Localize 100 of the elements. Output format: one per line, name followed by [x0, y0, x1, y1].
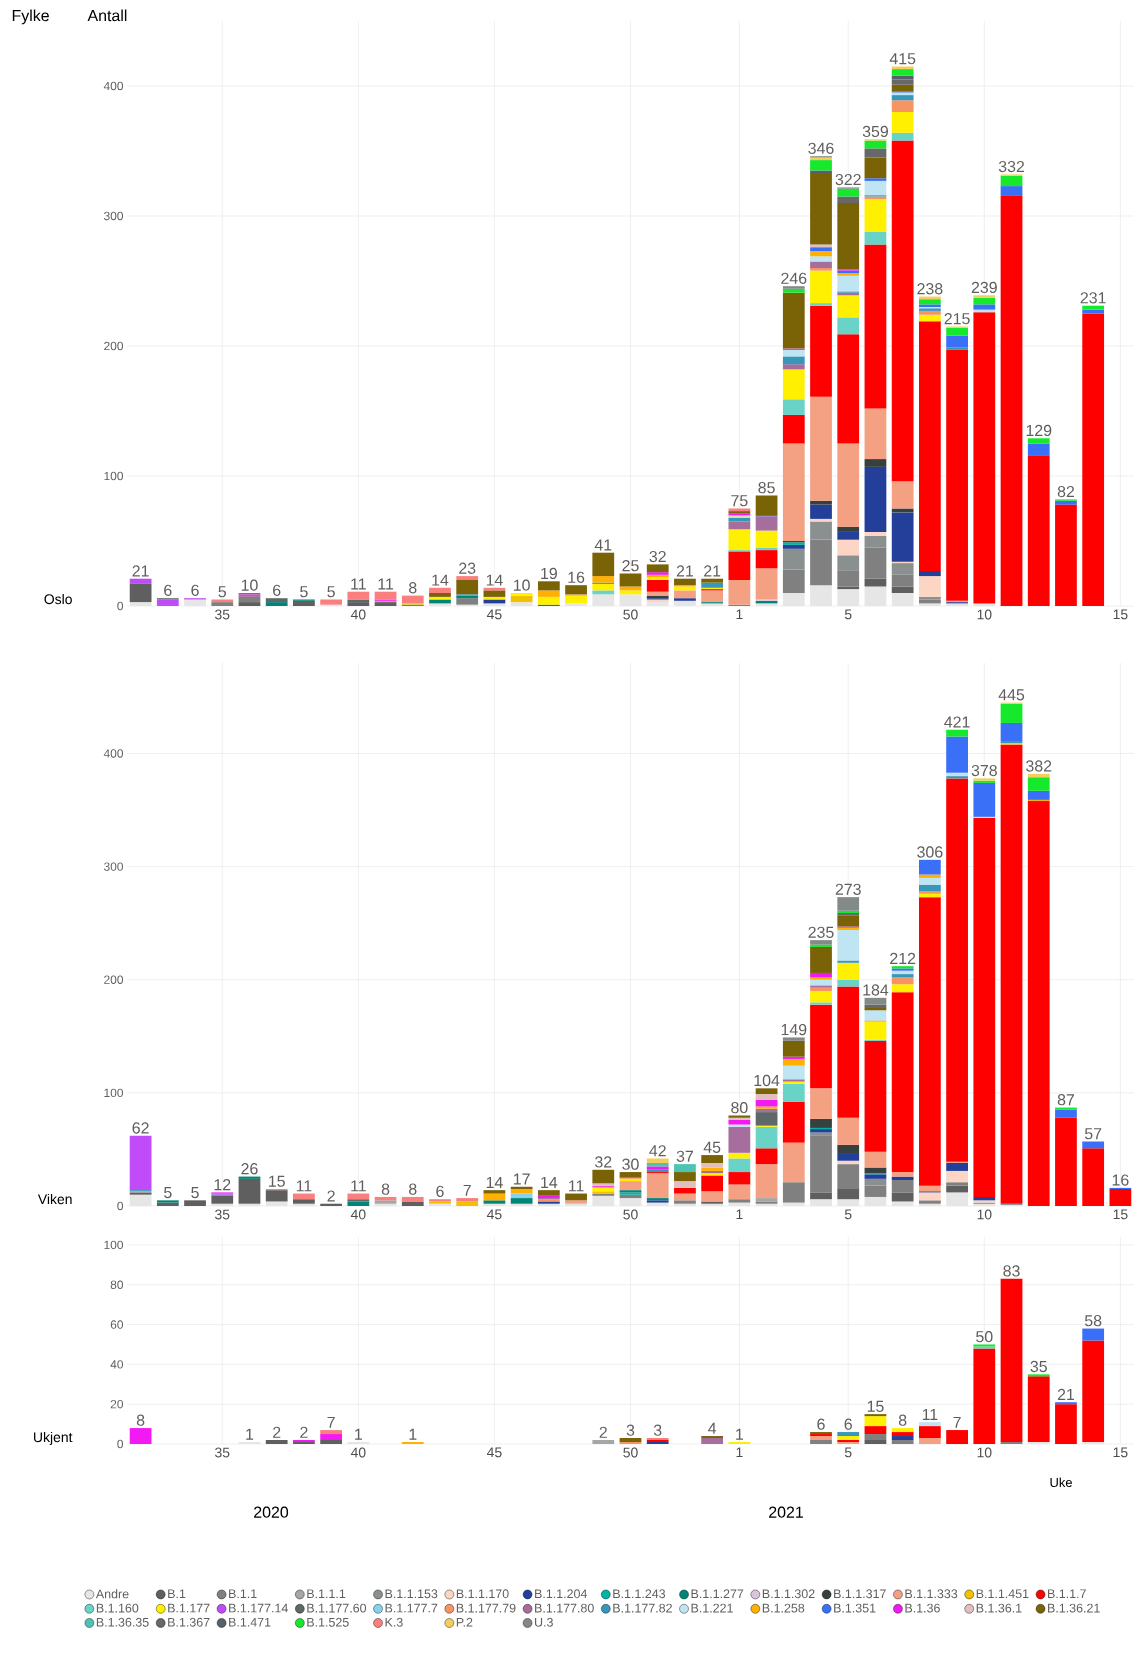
text: Viken: [37, 1193, 72, 1205]
total-label: 2: [300, 1426, 308, 1438]
total-label: 7: [463, 1184, 471, 1196]
legend-label: B.1.1.317: [834, 1589, 886, 1599]
total-label: 104: [754, 1074, 780, 1087]
total-label: 6: [817, 1418, 825, 1430]
total-label: 378: [971, 764, 997, 777]
total-label: 332: [998, 160, 1025, 173]
y-tick-label: 100: [104, 1240, 124, 1250]
y-tick-label: 20: [110, 1399, 124, 1409]
total-label: 17: [513, 1173, 530, 1185]
text: Fylke: [12, 9, 49, 25]
legend-label: P.2: [456, 1617, 473, 1627]
total-label: 6: [436, 1185, 444, 1197]
total-label: 239: [971, 281, 997, 294]
total-label: 359: [862, 125, 888, 138]
total-label: 83: [1003, 1265, 1020, 1277]
total-label: 11: [378, 578, 394, 590]
total-label: 15: [269, 1175, 285, 1187]
total-label: 35: [1030, 1360, 1047, 1373]
x-tick-label: 45: [486, 609, 502, 620]
total-label: 231: [1080, 292, 1106, 304]
x-tick-label: 40: [350, 1209, 366, 1220]
y-tick-label: 300: [103, 862, 124, 871]
total-label: 26: [241, 1163, 258, 1175]
total-label: 21: [676, 565, 694, 577]
total-label: 23: [459, 562, 476, 574]
total-label: 30: [622, 1158, 639, 1170]
x-tick-label: 1: [736, 609, 743, 620]
total-label: 50: [976, 1331, 993, 1343]
total-label: 85: [758, 482, 775, 494]
total-label: 5: [327, 586, 335, 598]
legend-label: B.1.221: [691, 1603, 733, 1613]
total-label: 246: [781, 272, 807, 284]
y-tick-label: 400: [103, 749, 124, 758]
total-label: 1: [246, 1428, 254, 1440]
total-label: 8: [898, 1414, 907, 1426]
text: 2020: [254, 1506, 289, 1518]
legend-label: B.1.177.60: [307, 1603, 367, 1613]
total-label: 25: [622, 560, 639, 572]
total-label: 1: [355, 1428, 362, 1440]
y-tick-label: 0: [117, 1201, 124, 1211]
total-label: 1: [409, 1428, 417, 1440]
x-tick-label: 50: [623, 1447, 638, 1458]
total-label: 8: [409, 1183, 417, 1195]
legend-label: B.1.471: [229, 1617, 271, 1627]
total-label: 2: [599, 1426, 607, 1438]
x-tick-label: 40: [350, 609, 366, 620]
x-tick-label: 50: [623, 609, 638, 620]
x-tick-label: 1: [736, 1209, 743, 1220]
x-tick-label: 10: [977, 1209, 992, 1220]
total-label: 80: [731, 1102, 748, 1114]
legend-label: B.1.1.302: [762, 1589, 815, 1599]
total-label: 346: [808, 142, 834, 154]
x-tick-label: 35: [215, 609, 230, 620]
total-label: 3: [626, 1424, 635, 1436]
y-tick-label: 0: [117, 1439, 124, 1449]
total-label: 21: [132, 565, 149, 577]
x-tick-label: 40: [350, 1447, 366, 1458]
total-label: 75: [731, 495, 748, 507]
total-label: 45: [703, 1141, 721, 1153]
legend-label: B.1.1: [229, 1589, 257, 1598]
total-label: 212: [890, 952, 916, 964]
y-axis-title: Antall: [87, 9, 127, 22]
legend-label: B.1.1.204: [535, 1589, 588, 1599]
x-axis-title: Uke: [1050, 1477, 1072, 1488]
total-label: 10: [241, 579, 258, 591]
y-tick-label: 80: [110, 1280, 124, 1289]
total-label: 8: [136, 1414, 145, 1426]
y-tick-label: 40: [110, 1360, 124, 1369]
total-label: 7: [953, 1416, 961, 1428]
total-label: 42: [649, 1145, 666, 1157]
total-label: 6: [273, 584, 281, 596]
x-tick-label: 10: [977, 609, 992, 620]
legend-label: U.3: [535, 1617, 553, 1627]
total-label: 149: [781, 1023, 807, 1036]
total-label: 32: [649, 550, 666, 563]
legend-label: K.3: [385, 1617, 403, 1627]
total-label: 421: [944, 716, 970, 728]
legend-label: B.1.36: [905, 1603, 940, 1613]
total-label: 87: [1057, 1094, 1075, 1106]
total-label: 62: [132, 1122, 149, 1134]
total-label: 215: [944, 313, 970, 325]
total-label: 184: [863, 984, 889, 996]
legend-label: B.1.1.333: [905, 1589, 958, 1599]
total-label: 14: [486, 574, 503, 586]
x-tick-label: 35: [215, 1447, 230, 1458]
total-label: 5: [191, 1187, 199, 1199]
text: 2021: [769, 1506, 803, 1518]
total-label: 16: [1112, 1174, 1129, 1186]
total-label: 445: [998, 689, 1025, 701]
legend-label: B.1.1.170: [456, 1589, 509, 1599]
total-label: 1: [736, 1428, 744, 1440]
total-label: 57: [1084, 1128, 1102, 1140]
total-label: 6: [191, 584, 199, 596]
total-label: 11: [296, 1180, 312, 1192]
legend-label: B.1.36.21: [1048, 1603, 1100, 1613]
total-label: 15: [867, 1400, 884, 1412]
total-label: 3: [653, 1424, 662, 1436]
legend-label: B.1.1.451: [976, 1589, 1029, 1599]
